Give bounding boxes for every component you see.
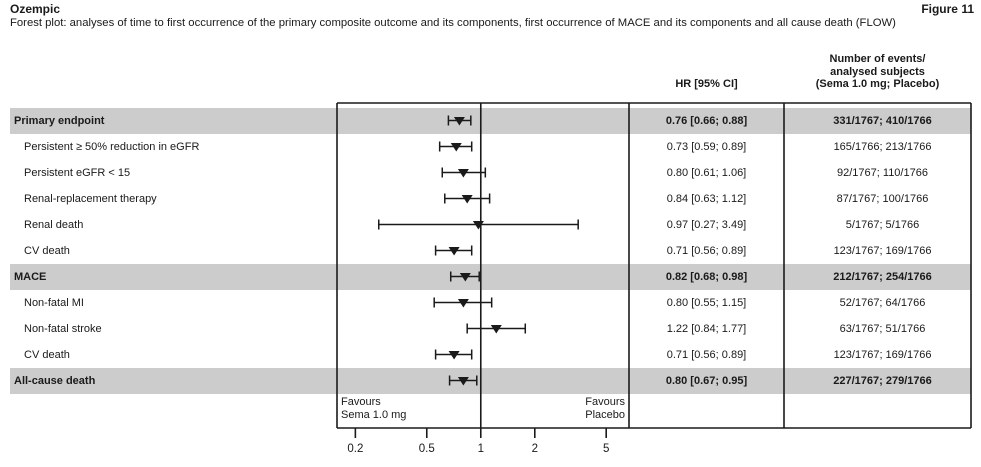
x-tick-label: 5 bbox=[602, 443, 610, 455]
row-label: Non-fatal MI bbox=[24, 296, 84, 309]
events-count: 331/1767; 410/1766 bbox=[833, 114, 932, 127]
events-count: 123/1767; 169/1766 bbox=[833, 244, 932, 257]
row-label: All-cause death bbox=[14, 374, 96, 387]
hr-value: 0.80 [0.61; 1.06] bbox=[666, 166, 747, 179]
hr-value: 0.71 [0.56; 0.89] bbox=[666, 244, 747, 257]
x-tick-label: 0.2 bbox=[347, 443, 364, 455]
hr-value: 0.80 [0.55; 1.15] bbox=[666, 296, 747, 309]
table-row: Renal death 0.97 [0.27; 3.49] 5/1767; 5/17… bbox=[10, 212, 971, 238]
hr-value: 0.97 [0.27; 3.49] bbox=[666, 218, 747, 231]
row-label: Primary endpoint bbox=[14, 114, 105, 127]
x-tick-label: 2 bbox=[531, 443, 538, 455]
table-row: All-cause death 0.80 [0.67; 0.95] 227/1767… bbox=[10, 367, 971, 394]
table-row: Non-fatal MI 0.80 [0.55; 1.15] 52/1767; 64… bbox=[10, 290, 971, 316]
events-count: 87/1767; 100/1766 bbox=[836, 192, 929, 205]
document-header: Ozempic Figure 11 bbox=[10, 2, 974, 16]
table-row: CV death 0.71 [0.56; 0.89] 123/1767; 169/1… bbox=[10, 342, 971, 368]
table-row: Persistent eGFR < 15 0.80 [0.61; 1.06] 92/… bbox=[10, 160, 971, 186]
figure-label: Figure 11 bbox=[921, 2, 974, 16]
hr-value: 0.82 [0.68; 0.98] bbox=[665, 270, 748, 283]
events-count: 5/1767; 5/1766 bbox=[845, 218, 920, 231]
events-count: 63/1767; 51/1766 bbox=[839, 322, 926, 335]
events-count: 212/1767; 254/1766 bbox=[833, 270, 932, 283]
hr-value: 0.80 [0.67; 0.95] bbox=[665, 374, 748, 387]
figure-subtitle: Forest plot: analyses of time to first o… bbox=[10, 17, 896, 29]
events-count: 92/1767; 110/1766 bbox=[837, 166, 928, 179]
table-row: CV death 0.71 [0.56; 0.89] 123/1767; 169/1… bbox=[10, 238, 971, 264]
events-count: 227/1767; 279/1766 bbox=[833, 374, 932, 387]
hr-value: 1.22 [0.84; 1.77] bbox=[666, 322, 747, 335]
row-label: Persistent eGFR < 15 bbox=[24, 166, 131, 179]
row-label: CV death bbox=[24, 348, 70, 361]
row-label: Renal death bbox=[24, 218, 84, 231]
row-label: MACE bbox=[14, 270, 47, 283]
events-count: 123/1767; 169/1766 bbox=[833, 348, 932, 361]
hr-value: 0.73 [0.59; 0.89] bbox=[666, 140, 747, 153]
row-label: Non-fatal stroke bbox=[24, 322, 102, 335]
product-title: Ozempic bbox=[10, 2, 61, 16]
x-tick-label: 1 bbox=[477, 443, 484, 455]
favours-placebo-label: Favours Placebo bbox=[585, 396, 625, 421]
column-header-hr: HR [95% CI] bbox=[675, 78, 738, 90]
row-label: Persistent ≥ 50% reduction in eGFR bbox=[24, 140, 200, 153]
row-label: CV death bbox=[24, 244, 70, 257]
hr-value: 0.76 [0.66; 0.88] bbox=[665, 114, 748, 127]
events-count: 52/1767; 64/1766 bbox=[839, 296, 926, 309]
table-row: MACE 0.82 [0.68; 0.98] 212/1767; 254/1766 bbox=[10, 263, 971, 290]
table-row: Persistent ≥ 50% reduction in eGFR 0.73 [… bbox=[10, 134, 971, 160]
x-tick-label: 0.5 bbox=[418, 443, 435, 455]
hr-value: 0.84 [0.63; 1.12] bbox=[666, 192, 747, 205]
row-label: Renal-replacement therapy bbox=[24, 192, 157, 205]
column-header-events: Number of events/ analysed subjects (Sem… bbox=[815, 53, 940, 90]
events-count: 165/1766; 213/1766 bbox=[833, 140, 932, 153]
favours-sema-label: Favours Sema 1.0 mg bbox=[341, 396, 407, 421]
table-row: Primary endpoint 0.76 [0.66; 0.88] 331/176… bbox=[10, 107, 971, 134]
table-row: Renal-replacement therapy 0.84 [0.63; 1.1… bbox=[10, 186, 971, 212]
table-row: Non-fatal stroke 1.22 [0.84; 1.77] 63/1767… bbox=[10, 316, 971, 342]
hr-value: 0.71 [0.56; 0.89] bbox=[666, 348, 747, 361]
